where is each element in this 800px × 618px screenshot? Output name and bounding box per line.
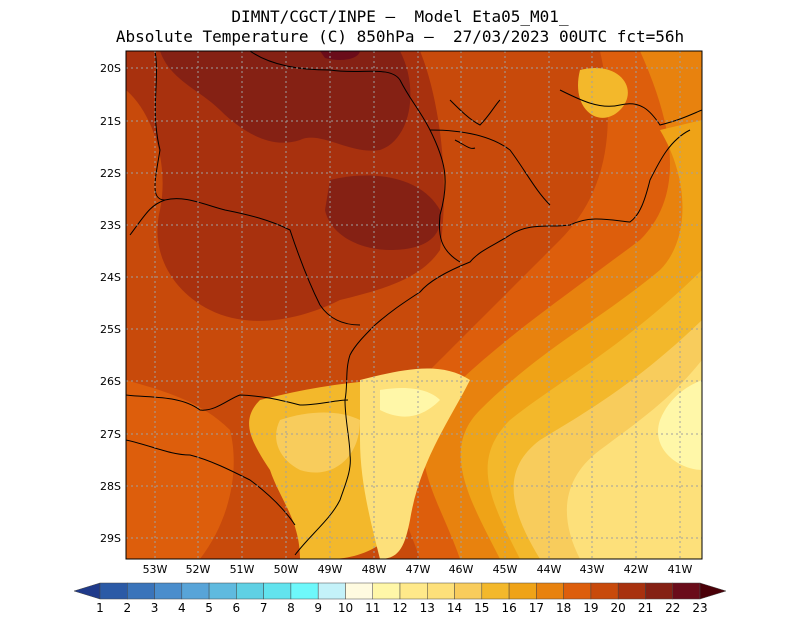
lat-label: 22S	[100, 167, 121, 180]
colorbar-label: 19	[583, 601, 598, 615]
state-border-sp-mg	[249, 51, 461, 263]
colorbar-labels: 1 2 3 4 5 6 7 8 9 10 11 12 13 14 15 16 17 18 19 20 21 22 23	[96, 601, 707, 615]
colorbar-box	[372, 582, 401, 600]
state-border-mg-rj	[429, 129, 551, 206]
colorbar-label: 10	[338, 601, 353, 615]
state-border-south	[126, 394, 349, 411]
map-title: DIMNT/CGCT/INPE — Model Eta05_M01_	[231, 7, 569, 26]
lon-label: 45W	[493, 563, 518, 576]
core-central-21	[325, 175, 441, 250]
colorbar-label: 5	[205, 601, 213, 615]
state-border-rs	[126, 439, 296, 526]
lat-label: 23S	[100, 219, 121, 232]
colorbar-box	[290, 582, 319, 600]
lon-label: 47W	[406, 563, 431, 576]
colorbar-label: 1	[96, 601, 104, 615]
colorbar-box	[345, 582, 373, 600]
lon-label: 43W	[580, 563, 605, 576]
colorbar-box	[672, 582, 701, 600]
reservoir-a	[449, 99, 501, 126]
map-subtitle: Absolute Temperature (C) 850hPa — 27/03/…	[115, 27, 685, 46]
colorbar-box	[399, 582, 428, 600]
lat-label: 24S	[100, 271, 121, 284]
colorbar-box	[481, 582, 510, 600]
lat-label: 21S	[100, 115, 121, 128]
colorbar-box	[454, 582, 483, 600]
colorbar-label: 16	[501, 601, 516, 615]
south-tongue-15	[276, 412, 360, 473]
colorbar-box	[645, 582, 673, 600]
colorbar-box	[427, 582, 455, 600]
lon-label: 48W	[362, 563, 387, 576]
lat-axis: 20S 21S 22S 23S 24S 25S 26S 27S 28S 29S	[100, 62, 121, 545]
lon-label: 53W	[143, 563, 168, 576]
colorbar-box	[127, 582, 155, 600]
coastline	[294, 129, 691, 556]
lon-label: 42W	[624, 563, 649, 576]
state-border-pr	[129, 198, 361, 326]
reservoir-b	[454, 139, 476, 149]
colorbar-label: 15	[474, 601, 489, 615]
state-border-ms	[154, 51, 166, 201]
colorbar-label: 13	[420, 601, 435, 615]
lon-label: 44W	[537, 563, 562, 576]
coastal-tongue-14	[360, 368, 470, 559]
colorbar-box	[317, 582, 346, 600]
lon-axis: 53W 52W 51W 50W 49W 48W 47W 46W 45W 44W …	[143, 563, 693, 576]
colorbar-box	[263, 582, 292, 600]
grid-lines	[126, 51, 702, 559]
colorbar-under-arrow	[73, 582, 101, 600]
lon-label: 52W	[186, 563, 211, 576]
colorbar-box	[181, 582, 210, 600]
colorbar-label: 2	[123, 601, 131, 615]
lat-label: 29S	[100, 532, 121, 545]
colorbar-over-arrow	[699, 582, 727, 600]
lat-label: 20S	[100, 62, 121, 75]
colorbar-box	[99, 582, 128, 600]
lon-label: 41W	[668, 563, 693, 576]
core-north-21	[160, 51, 411, 151]
colorbar-label: 9	[314, 601, 322, 615]
colorbar-box	[236, 582, 264, 600]
colorbar-box	[590, 582, 619, 600]
colorbar-label: 20	[611, 601, 626, 615]
colorbar-label: 8	[287, 601, 295, 615]
colorbar-label: 17	[529, 601, 544, 615]
colorbar-label: 7	[260, 601, 268, 615]
colorbar-label: 11	[365, 601, 380, 615]
lat-label: 28S	[100, 480, 121, 493]
lat-label: 27S	[100, 428, 121, 441]
colorbar-label: 21	[638, 601, 653, 615]
colorbar-box	[563, 582, 592, 600]
coastal-tongue-13	[380, 388, 440, 417]
colorbar-label: 3	[151, 601, 159, 615]
colorbar-box	[617, 582, 646, 600]
colorbar-label: 4	[178, 601, 186, 615]
lon-label: 51W	[230, 563, 255, 576]
colorbar-box	[154, 582, 183, 600]
colorbar-label: 6	[233, 601, 241, 615]
south-west-19	[126, 380, 234, 559]
colorbar-box	[536, 582, 564, 600]
colorbar-box	[208, 582, 237, 600]
colorbar-box	[508, 582, 537, 600]
band-13	[658, 380, 702, 470]
lon-label: 50W	[274, 563, 299, 576]
temperature-fill	[126, 51, 702, 559]
coastline-borders	[126, 51, 702, 556]
colorbar-label: 22	[665, 601, 680, 615]
colorbar-label: 23	[692, 601, 707, 615]
lon-label: 46W	[449, 563, 474, 576]
lat-label: 26S	[100, 375, 121, 388]
map-frame	[125, 50, 703, 560]
colorbar-label: 12	[392, 601, 407, 615]
colorbar-boxes	[73, 582, 727, 600]
state-border-es	[559, 89, 702, 126]
lon-label: 49W	[318, 563, 343, 576]
colorbar-label: 14	[447, 601, 462, 615]
lat-label: 25S	[100, 323, 121, 336]
colorbar-label: 18	[556, 601, 571, 615]
